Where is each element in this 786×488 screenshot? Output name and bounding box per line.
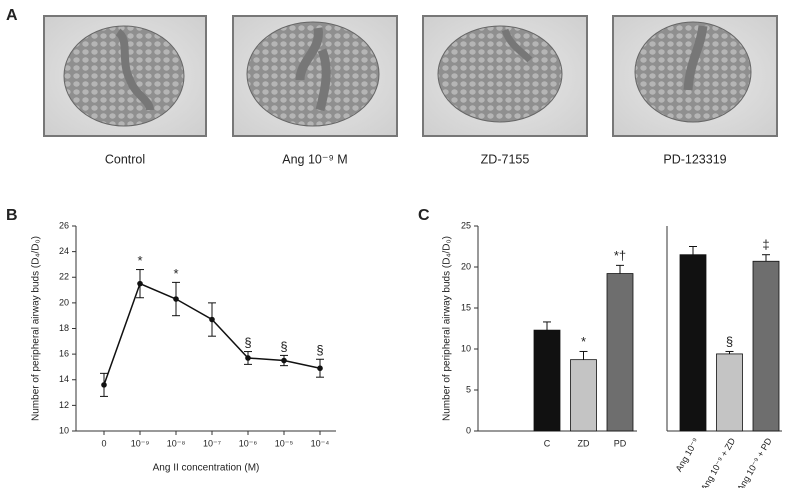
y-tick-label: 16 xyxy=(59,349,69,359)
data-point xyxy=(245,355,251,361)
significance-marker: § xyxy=(244,335,251,350)
y-tick-label: 24 xyxy=(59,246,69,256)
data-point xyxy=(317,365,323,372)
y-tick-label: 10 xyxy=(59,425,69,435)
bar xyxy=(570,359,597,432)
panel-label: A xyxy=(6,7,18,24)
x-tick-label: C xyxy=(544,438,551,448)
x-tick-label: 10⁻⁶ xyxy=(239,438,258,448)
image-caption: ZD-7155 xyxy=(481,152,530,166)
y-tick-label: 26 xyxy=(59,220,69,230)
significance-marker: * xyxy=(173,266,178,281)
y-tick-label: 20 xyxy=(461,261,471,271)
x-tick-label: 10⁻⁸ xyxy=(167,438,186,448)
lung-image xyxy=(422,15,588,137)
image-row xyxy=(43,15,778,137)
significance-marker: ‡ xyxy=(762,237,769,252)
bar xyxy=(752,260,780,432)
image-caption: Ang 10⁻⁹ M xyxy=(282,152,347,166)
y-tick-label: 22 xyxy=(59,272,69,282)
y-axis-label: Number of peripheral airway buds (D₄/D₀) xyxy=(31,236,42,421)
significance-marker: § xyxy=(316,343,323,358)
lung-image xyxy=(43,15,207,137)
significance-marker: *† xyxy=(614,248,626,263)
x-tick-label: Ang 10⁻⁹ xyxy=(674,436,701,473)
significance-marker: * xyxy=(137,253,142,268)
y-axis-label: Number of peripheral airway buds (D₄/D₀) xyxy=(442,236,453,421)
y-tick-label: 5 xyxy=(466,384,471,394)
x-axis-label: Ang II concentration (M) xyxy=(153,463,260,474)
x-tick-label: PD xyxy=(614,438,627,448)
data-point xyxy=(173,296,179,302)
x-tick-label: Ang 10⁻⁹ + PD xyxy=(735,436,774,488)
y-tick-label: 0 xyxy=(466,425,471,435)
panel-label: C xyxy=(418,207,430,224)
x-tick-label: 10⁻⁴ xyxy=(311,438,330,448)
y-tick-label: 18 xyxy=(59,323,69,333)
bar xyxy=(716,353,743,432)
y-tick-label: 14 xyxy=(59,374,69,384)
x-tick-label: 0 xyxy=(101,438,106,448)
bar xyxy=(679,254,707,432)
significance-marker: § xyxy=(280,339,287,354)
data-point xyxy=(101,382,107,388)
x-tick-label: 10⁻⁷ xyxy=(203,438,221,448)
image-caption: PD-123319 xyxy=(663,152,726,166)
y-tick-label: 20 xyxy=(59,297,69,307)
y-tick-label: 12 xyxy=(59,400,69,410)
y-tick-label: 25 xyxy=(461,220,471,230)
lung-image xyxy=(612,15,778,137)
image-caption: Control xyxy=(105,152,145,166)
x-tick-label: ZD xyxy=(578,438,590,448)
x-tick-label: 10⁻⁵ xyxy=(275,438,294,448)
data-point xyxy=(137,280,143,287)
x-tick-label: Ang 10⁻⁹ + ZD xyxy=(699,436,738,488)
bar xyxy=(533,329,561,432)
data-point xyxy=(209,316,215,323)
significance-marker: * xyxy=(581,334,586,349)
y-tick-label: 10 xyxy=(461,343,471,353)
x-tick-label: 10⁻⁹ xyxy=(131,438,150,448)
data-point xyxy=(281,357,287,364)
y-tick-label: 15 xyxy=(461,302,471,312)
bar xyxy=(606,273,634,432)
significance-marker: § xyxy=(726,334,733,349)
lung-image xyxy=(232,15,398,137)
panel-label: B xyxy=(6,207,18,224)
